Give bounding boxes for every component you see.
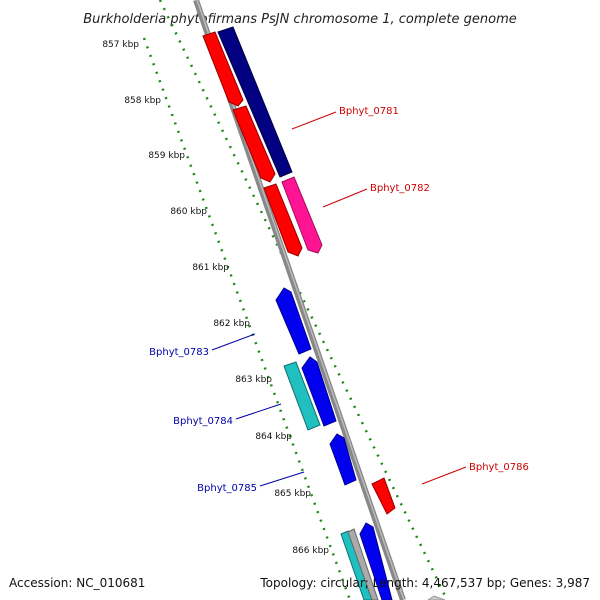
gene-label-bphyt-0785[interactable]: Bphyt_0785	[197, 471, 305, 494]
gene-feature-grey-2	[427, 595, 446, 600]
gene-feature-red-3	[263, 183, 303, 257]
gene-label-text[interactable]: Bphyt_0782	[370, 183, 430, 194]
map-title: Burkholderia phytofirmans PsJN chromosom…	[83, 12, 517, 27]
gene-label-bphyt-0786[interactable]: Bphyt_0786	[421, 462, 529, 485]
gene-feature-bphyt-0782	[281, 176, 323, 254]
gene-feature-bphyt-0784	[283, 361, 321, 431]
genome-summary-text: Topology: circular; Length: 4,467,537 bp…	[259, 576, 590, 590]
gene-feature-bphyt-0785	[329, 433, 357, 486]
gene-label-bphyt-0781[interactable]: Bphyt_0781	[291, 106, 399, 130]
tick-label: 866 kbp	[292, 546, 329, 556]
ruler-inner	[142, 37, 352, 600]
gene-label-bphyt-0782[interactable]: Bphyt_0782	[322, 183, 430, 208]
tick-label: 861 kbp	[192, 263, 229, 273]
tick-label: 864 kbp	[255, 432, 292, 442]
tick-label: 865 kbp	[274, 489, 311, 499]
gene-feature-cyan-2	[340, 530, 373, 600]
gene-feature-blue-3	[359, 522, 393, 600]
gene-label-text[interactable]: Bphyt_0783	[149, 347, 209, 358]
features-reverse	[275, 287, 446, 600]
gene-label-text[interactable]: Bphyt_0785	[197, 483, 257, 494]
ruler-outer	[158, 0, 449, 600]
gene-feature-grey	[347, 528, 379, 600]
features-forward	[202, 26, 396, 515]
gene-feature-bphyt-0786	[371, 477, 396, 515]
ruler-tick-labels: 857 kbp 858 kbp 859 kbp 860 kbp 861 kbp …	[102, 40, 329, 556]
tick-label: 857 kbp	[102, 40, 139, 50]
gene-label-text[interactable]: Bphyt_0781	[339, 106, 399, 117]
gene-feature-bphyt-0783	[275, 287, 312, 355]
gene-feature-blue-2	[301, 356, 337, 427]
gene-label-text[interactable]: Bphyt_0786	[469, 462, 529, 473]
gene-feature-red-2	[232, 105, 276, 183]
tick-label: 862 kbp	[213, 319, 250, 329]
tick-label: 860 kbp	[170, 207, 207, 217]
gene-label-bphyt-0783[interactable]: Bphyt_0783	[149, 333, 256, 358]
tick-label: 863 kbp	[235, 375, 272, 385]
tick-label: 859 kbp	[148, 151, 185, 161]
tick-label: 858 kbp	[124, 96, 161, 106]
gene-feature-bphyt-0781	[217, 26, 293, 178]
accession-text: Accession: NC_010681	[9, 576, 145, 590]
gene-label-text[interactable]: Bphyt_0784	[173, 416, 233, 427]
gene-feature-bphyt-0780	[202, 31, 244, 107]
gene-label-bphyt-0784[interactable]: Bphyt_0784	[173, 403, 282, 427]
